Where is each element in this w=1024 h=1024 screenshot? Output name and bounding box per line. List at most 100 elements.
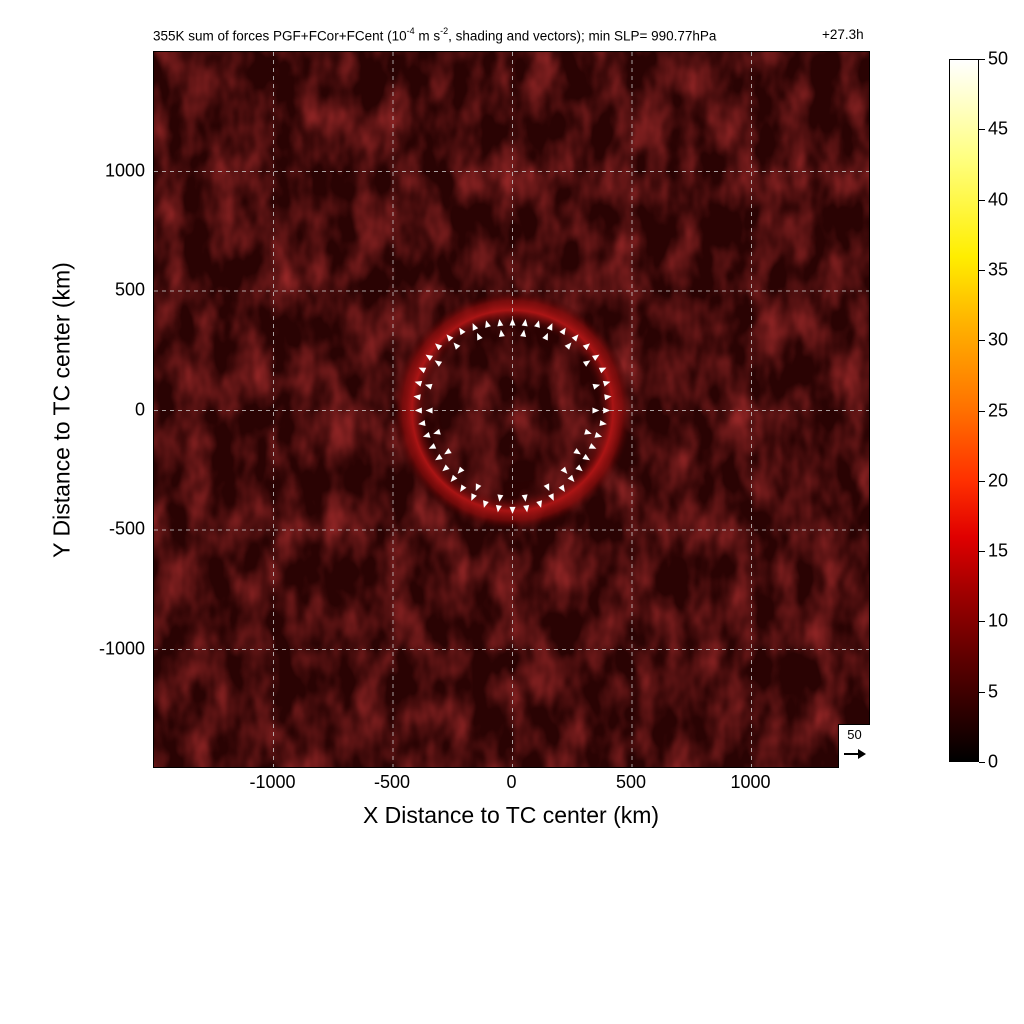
force-vector — [520, 329, 527, 337]
force-vector — [418, 367, 427, 374]
force-vector — [414, 407, 422, 414]
colorbar-tick-label: 20 — [988, 470, 1009, 491]
title-exponent-2: -2 — [440, 26, 449, 36]
colorbar-tick-label: 5 — [988, 681, 999, 702]
force-vector — [599, 420, 607, 427]
force-vector — [560, 466, 568, 474]
force-vector — [521, 318, 528, 327]
colorbar-tick-mark — [979, 269, 985, 271]
force-vector — [422, 431, 431, 438]
force-vector — [435, 453, 443, 461]
force-vector — [559, 327, 566, 336]
force-vector — [564, 342, 572, 350]
vector-layer — [413, 318, 612, 514]
force-vector — [509, 506, 516, 514]
force-vector — [433, 428, 441, 435]
force-vector — [442, 464, 450, 472]
y-tick-label: 1000 — [104, 160, 145, 180]
force-vector — [475, 483, 482, 492]
force-vector — [444, 448, 452, 455]
x-tick-label: 500 — [615, 772, 647, 792]
colorbar-tick-label: 35 — [988, 259, 1009, 280]
force-vector — [450, 474, 458, 482]
colorbar-tick-mark — [979, 59, 985, 60]
title-exponent: -4 — [406, 26, 415, 36]
heatmap-svg — [154, 52, 869, 767]
force-vector — [575, 464, 583, 472]
force-vector — [428, 443, 437, 449]
force-vector — [457, 466, 465, 474]
force-vector — [592, 383, 601, 390]
force-vector — [582, 360, 591, 367]
force-vector — [460, 484, 467, 492]
y-tick-label: -1000 — [98, 638, 145, 658]
force-vector — [509, 318, 516, 326]
x-tick-label: 1000 — [730, 772, 771, 792]
forecast-time: +27.3h — [822, 27, 864, 42]
title-prefix: 355K sum of forces PGF+FCor+FCent (10 — [153, 28, 407, 44]
force-vector — [571, 334, 579, 342]
x-tick-label: -1000 — [249, 772, 296, 792]
force-vector — [425, 407, 433, 414]
force-vector — [435, 343, 443, 351]
force-vector — [497, 318, 504, 327]
force-vector — [603, 407, 611, 414]
colorbar-tick-mark — [979, 129, 985, 131]
force-vector — [446, 334, 454, 342]
force-vector — [477, 332, 483, 341]
reference-vector-label: 50 — [847, 727, 862, 742]
force-vector — [472, 323, 479, 331]
force-vector — [424, 383, 433, 390]
force-vector — [471, 493, 477, 501]
force-vector — [594, 431, 603, 438]
y-tick-label: 500 — [114, 279, 145, 300]
force-vector — [495, 505, 502, 513]
chart-title: 355K sum of forces PGF+FCor+FCent (10-4 … — [153, 26, 717, 44]
colorbar-tick-label: 15 — [988, 540, 1009, 561]
plot-area — [153, 51, 870, 768]
force-vector — [459, 327, 466, 336]
reference-arrow-icon — [844, 749, 866, 759]
colorbar-tick-mark — [979, 762, 985, 763]
ring-layer — [393, 291, 632, 530]
colorbar-tick-mark — [979, 480, 985, 482]
force-vector — [548, 493, 554, 501]
force-vector — [567, 474, 575, 482]
title-suffix: , shading and vectors); min SLP= 990.77h… — [448, 28, 717, 44]
force-vector — [414, 380, 423, 387]
colorbar-tick-mark — [979, 340, 985, 342]
force-vector — [521, 494, 528, 502]
colorbar-tick-mark — [979, 410, 985, 412]
colorbar-tick-label: 10 — [988, 610, 1009, 631]
force-vector — [573, 448, 581, 455]
force-vector — [558, 484, 565, 492]
force-vector — [588, 443, 597, 449]
force-vector — [582, 453, 590, 461]
colorbar-tick-label: 40 — [988, 189, 1009, 210]
force-vector — [425, 354, 434, 361]
title-mid: m s — [414, 28, 441, 44]
force-vector — [523, 505, 530, 513]
x-tick-label: 0 — [506, 772, 517, 792]
force-vector — [434, 360, 443, 367]
colorbar-tick-label: 25 — [988, 400, 1009, 420]
force-vector — [592, 407, 600, 414]
force-vector — [546, 323, 553, 331]
force-vector — [483, 500, 489, 508]
y-tick-label: -500 — [108, 518, 145, 539]
force-vector — [604, 394, 612, 401]
force-vector — [591, 354, 600, 361]
colorbar-tick-mark — [979, 621, 985, 623]
force-vector — [485, 320, 491, 328]
force-vector — [413, 394, 421, 401]
force-vector — [453, 342, 461, 350]
colorbar-tick-mark — [979, 691, 985, 693]
force-vector — [536, 500, 542, 508]
force-vector — [418, 420, 426, 427]
force-vector — [584, 428, 592, 435]
force-vector — [498, 329, 505, 337]
colorbar — [949, 59, 979, 762]
x-tick-label: -500 — [373, 772, 411, 792]
force-vector — [542, 332, 548, 341]
colorbar-tick-mark — [979, 199, 985, 201]
